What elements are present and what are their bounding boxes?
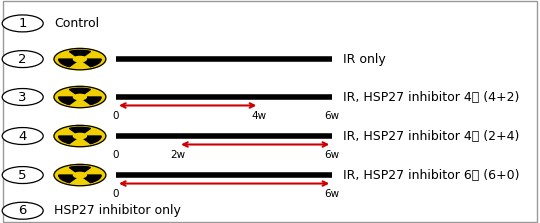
Text: IR, HSP27 inhibitor 4주 (2+4): IR, HSP27 inhibitor 4주 (2+4) <box>343 130 519 142</box>
Circle shape <box>2 15 43 32</box>
Wedge shape <box>83 136 101 144</box>
Wedge shape <box>59 97 77 105</box>
Text: 2: 2 <box>18 53 27 66</box>
Wedge shape <box>83 59 101 67</box>
Wedge shape <box>69 88 91 95</box>
Circle shape <box>2 51 43 68</box>
Text: Control: Control <box>54 17 99 30</box>
Wedge shape <box>69 127 91 134</box>
Text: 6w: 6w <box>325 111 340 121</box>
Text: 0: 0 <box>113 111 119 121</box>
FancyBboxPatch shape <box>3 1 537 222</box>
Circle shape <box>73 56 86 62</box>
Circle shape <box>2 167 43 184</box>
Wedge shape <box>59 59 77 67</box>
Text: IR only: IR only <box>343 53 386 66</box>
Wedge shape <box>59 136 77 144</box>
Text: 4w: 4w <box>252 111 267 121</box>
Text: 6: 6 <box>18 204 27 217</box>
Wedge shape <box>83 175 101 183</box>
Circle shape <box>2 128 43 145</box>
Wedge shape <box>59 175 77 183</box>
Wedge shape <box>69 166 91 173</box>
Circle shape <box>73 172 86 178</box>
Text: 5: 5 <box>18 169 27 182</box>
Wedge shape <box>69 50 91 57</box>
Text: 0: 0 <box>113 150 119 160</box>
Circle shape <box>73 94 86 100</box>
Text: IR, HSP27 inhibitor 4주 (4+2): IR, HSP27 inhibitor 4주 (4+2) <box>343 91 519 103</box>
Circle shape <box>2 202 43 219</box>
Text: 2w: 2w <box>171 150 186 160</box>
Text: HSP27 inhibitor only: HSP27 inhibitor only <box>54 204 181 217</box>
Text: 3: 3 <box>18 91 27 103</box>
Wedge shape <box>83 97 101 105</box>
Circle shape <box>2 89 43 105</box>
Text: 4: 4 <box>18 130 27 142</box>
Circle shape <box>73 133 86 139</box>
Circle shape <box>54 86 106 108</box>
Circle shape <box>54 48 106 70</box>
Circle shape <box>54 125 106 147</box>
Circle shape <box>54 164 106 186</box>
Text: 6w: 6w <box>325 189 340 199</box>
Text: 6w: 6w <box>325 150 340 160</box>
Text: 1: 1 <box>18 17 27 30</box>
Text: IR, HSP27 inhibitor 6주 (6+0): IR, HSP27 inhibitor 6주 (6+0) <box>343 169 519 182</box>
Text: 0: 0 <box>113 189 119 199</box>
